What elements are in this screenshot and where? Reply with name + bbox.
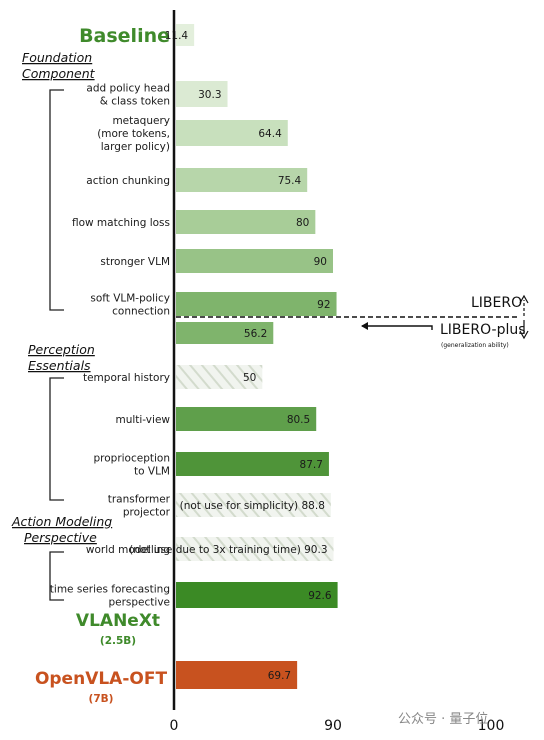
bar-category-label-8-0: temporal history [83,372,170,384]
x-tick-0: 0 [170,718,179,734]
bar-1 [176,81,228,107]
section-foundation-bracket [49,89,64,311]
section-action-line2: Perspective [24,530,97,545]
bar-category-label-11-1: projector [123,507,171,519]
bar-4 [176,210,316,234]
bar-category-label-13-0: time series forecasting [50,584,170,596]
watermark-text: 公众号 · 量子位 [398,712,489,727]
bar-value-label-4: 80 [296,217,309,229]
bar-13 [176,582,338,608]
bar-8 [176,365,263,389]
bar-category-label-3-0: action chunking [86,175,170,187]
bar-value-label-8: 50 [243,372,256,384]
section-perception-line1: Perception [28,342,95,357]
section-perception-bracket [49,377,64,501]
bar-category-label-11-0: transformer [108,494,171,506]
bar-value-label-12: (not use due to 3x training time) 90.3 [129,544,327,556]
bar-category-label-9-0: multi-view [115,414,170,426]
bars-layer: 11.4 30.3 add policy head& class token 64.4… [50,24,338,689]
bar-category-label-12-0: world modelling [86,544,170,556]
openvla-title: OpenVLA-OFT [35,669,168,689]
bar-value-label-3: 75.4 [278,175,302,187]
bar-value-label-5: 90 [314,256,327,268]
libero-plus-sublabel: (generalization ability) [441,342,509,349]
bar-category-label-4-0: flow matching loss [72,217,170,229]
bar-12 [176,537,334,561]
bar-value-label-2: 64.4 [258,128,282,140]
bar-5 [176,249,333,273]
bar-10 [176,452,329,476]
vlanext-title: VLANeXt [76,611,160,631]
bar-value-label-6: 92 [317,299,330,311]
baseline-title: Baseline [79,25,170,47]
section-perception-line2: Essentials [28,358,91,373]
bar-6 [176,292,337,316]
bar-9 [176,407,317,431]
bar-value-label-13: 92.6 [308,590,332,602]
bar-category-label-10-0: proprioception [93,453,170,465]
bar-value-label-1: 30.3 [198,89,221,101]
bar-category-label-1-0: add policy head [86,83,170,95]
libero-plus-down-arrowhead-icon [519,330,529,340]
bar-category-label-2-0: metaquery [112,115,170,127]
bar-category-label-2-1: (more tokens, [97,128,170,140]
openvla-size: (7B) [89,693,114,705]
bar-category-label-2-2: larger policy) [101,141,170,153]
bar-value-label-9: 80.5 [287,414,310,426]
x-tick-90: 90 [324,718,342,734]
bar-category-label-10-1: to VLM [134,466,170,478]
bar-value-label-11: (not use for simplicity) 88.8 [180,500,325,512]
bar-value-label-7: 56.2 [244,328,267,340]
libero-plus-label: LIBERO-plus [440,322,526,338]
libero-plus-pointer-head-icon [361,322,368,330]
bar-0 [176,24,195,46]
bar-11 [176,493,331,517]
section-foundation-line1: Foundation [22,50,92,65]
vlanext-size: (2.5B) [100,635,136,647]
section-action-line1: Action Modeling [11,514,112,529]
x-tick-100: 100 [478,718,505,734]
libero-up-arrowhead-icon [519,294,529,304]
bar-category-label-1-1: & class token [100,96,170,108]
bar-category-label-13-1: perspective [108,597,170,609]
bar-category-label-6-0: soft VLM-policy [90,293,170,305]
bar-14 [176,661,298,689]
bar-value-label-10: 87.7 [300,459,323,471]
bar-category-label-6-1: connection [112,306,170,318]
bar-value-label-14: 69.7 [268,670,291,682]
bar-category-label-5-0: stronger VLM [100,256,170,268]
bar-value-label-0: 11.4 [165,30,189,42]
bar-2 [176,120,288,146]
bar-3 [176,168,308,192]
section-foundation-line2: Component [22,66,96,81]
libero-plus-pointer-arrow-icon [362,325,433,330]
libero-label: LIBERO [471,295,522,311]
section-action-bracket [49,551,64,601]
bar-7 [176,322,274,344]
